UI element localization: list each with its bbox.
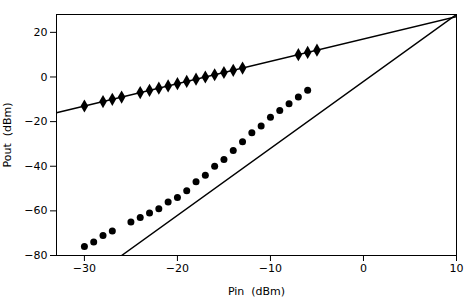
- svg-text:Pout (dBm): Pout (dBm): [1, 102, 14, 167]
- svg-text:−80: −80: [24, 249, 47, 262]
- svg-text:−60: −60: [24, 204, 47, 217]
- svg-text:Pin (dBm): Pin (dBm): [228, 285, 285, 297]
- svg-text:0: 0: [360, 262, 367, 275]
- svg-text:−20: −20: [24, 115, 47, 128]
- svg-text:20: 20: [34, 26, 48, 39]
- svg-text:−30: −30: [73, 262, 96, 275]
- svg-text:−20: −20: [166, 262, 189, 275]
- svg-text:0: 0: [41, 71, 48, 84]
- svg-text:10: 10: [450, 262, 464, 275]
- svg-text:−10: −10: [259, 262, 282, 275]
- svg-text:−40: −40: [24, 160, 47, 173]
